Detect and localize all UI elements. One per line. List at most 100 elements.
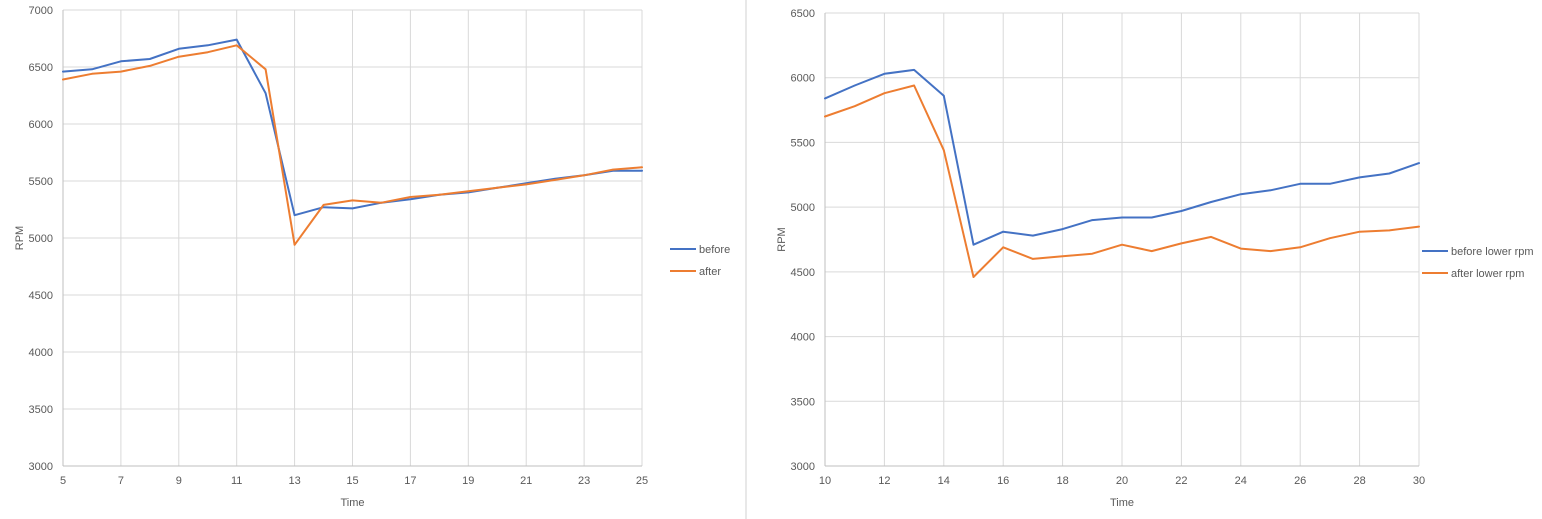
data-point — [1150, 216, 1153, 219]
x-tick-label: 14 — [938, 475, 950, 487]
y-tick-label: 3500 — [791, 396, 815, 408]
data-point — [1240, 247, 1242, 250]
y-tick-label: 3000 — [791, 461, 815, 473]
data-point — [351, 207, 354, 210]
y-tick-label: 4000 — [791, 332, 815, 344]
chart-left: 3000 3500 4000 4500 5000 5500 6000 6500 7000 5 7 9 1… — [14, 5, 730, 509]
data-point — [1091, 252, 1094, 255]
x-tick-label: 19 — [462, 475, 474, 487]
data-point — [409, 198, 412, 200]
data-point — [380, 201, 383, 204]
data-point — [612, 168, 614, 171]
data-point — [293, 244, 296, 246]
x-tick-label: 9 — [176, 475, 182, 487]
data-point — [943, 149, 945, 151]
data-point — [1061, 228, 1064, 230]
data-point — [853, 84, 856, 87]
data-point — [149, 58, 151, 60]
data-point — [1329, 237, 1331, 239]
y-tick-label: 3500 — [29, 404, 53, 416]
x-tick-label: 13 — [288, 475, 300, 487]
data-point — [1002, 230, 1004, 233]
y-tick-label: 6500 — [29, 62, 53, 74]
chart-right: 3000 3500 4000 4500 5000 5500 6000 6500 10 12 14 16… — [776, 8, 1534, 509]
data-point — [1091, 219, 1094, 221]
data-point — [1329, 183, 1331, 185]
x-tick-label: 5 — [60, 475, 66, 487]
x-axis-title: Time — [1110, 497, 1134, 509]
y-tick-label: 7000 — [29, 5, 53, 17]
y-axis-title: RPM — [776, 227, 788, 251]
y-tick-label: 5000 — [29, 233, 53, 245]
data-point — [178, 48, 180, 50]
data-point — [62, 78, 64, 81]
data-point — [264, 68, 267, 71]
data-point — [972, 243, 975, 246]
data-point — [322, 204, 325, 206]
data-point — [235, 44, 238, 47]
data-point — [207, 51, 209, 53]
data-point — [583, 174, 585, 177]
data-point — [1150, 250, 1153, 252]
x-tick-label: 12 — [878, 475, 890, 487]
data-point — [824, 115, 826, 118]
data-point — [235, 38, 238, 41]
x-tick-label: 15 — [346, 475, 358, 487]
data-point — [207, 44, 209, 47]
x-tick-label: 26 — [1294, 475, 1306, 487]
y-tick-label: 5500 — [791, 137, 815, 149]
x-tick-label: 11 — [231, 475, 242, 487]
data-point — [1032, 258, 1034, 260]
y-tick-label: 5000 — [791, 202, 815, 214]
x-tick-label: 20 — [1116, 475, 1128, 487]
x-tick-label: 21 — [520, 475, 532, 487]
y-tick-label: 4000 — [29, 347, 53, 359]
data-point — [91, 68, 93, 71]
data-point — [943, 95, 945, 97]
data-point — [1358, 230, 1361, 233]
y-tick-label: 4500 — [791, 267, 815, 279]
data-point — [1418, 225, 1420, 228]
y-tick-label: 6000 — [29, 119, 53, 131]
data-point — [1418, 162, 1420, 164]
data-point — [1269, 250, 1272, 252]
y-axis-title: RPM — [14, 226, 26, 250]
legend-label: after lower rpm — [1451, 268, 1524, 280]
data-point — [1002, 246, 1004, 249]
data-point — [409, 196, 412, 198]
data-point — [554, 179, 556, 181]
data-point — [1121, 216, 1123, 219]
data-point — [853, 105, 856, 107]
data-point — [1299, 183, 1301, 185]
data-point — [525, 183, 527, 186]
data-point — [883, 73, 886, 75]
data-point — [1032, 234, 1034, 237]
data-point — [496, 187, 499, 189]
y-tick-label: 6500 — [791, 8, 815, 20]
y-tick-label: 5500 — [29, 176, 53, 188]
data-point — [120, 60, 122, 63]
x-tick-label: 30 — [1413, 475, 1425, 487]
data-point — [1299, 246, 1301, 249]
data-point — [120, 70, 122, 73]
x-tick-label: 18 — [1056, 475, 1068, 487]
data-point — [1210, 236, 1212, 238]
data-point — [438, 193, 441, 196]
data-point — [149, 65, 151, 67]
x-tick-label: 7 — [118, 475, 124, 487]
data-point — [264, 92, 267, 94]
x-tick-label: 22 — [1175, 475, 1187, 487]
data-point — [467, 190, 470, 193]
y-tick-label: 4500 — [29, 290, 53, 302]
legend-label: before — [699, 244, 730, 256]
y-tick-label: 6000 — [791, 73, 815, 85]
data-point — [1061, 255, 1064, 258]
x-tick-label: 10 — [819, 475, 831, 487]
data-point — [1240, 193, 1242, 195]
data-point — [883, 92, 886, 94]
data-point — [824, 97, 826, 100]
x-tick-label: 16 — [997, 475, 1009, 487]
legend-label: after — [699, 266, 721, 278]
data-point — [293, 214, 296, 216]
data-point — [913, 69, 915, 71]
